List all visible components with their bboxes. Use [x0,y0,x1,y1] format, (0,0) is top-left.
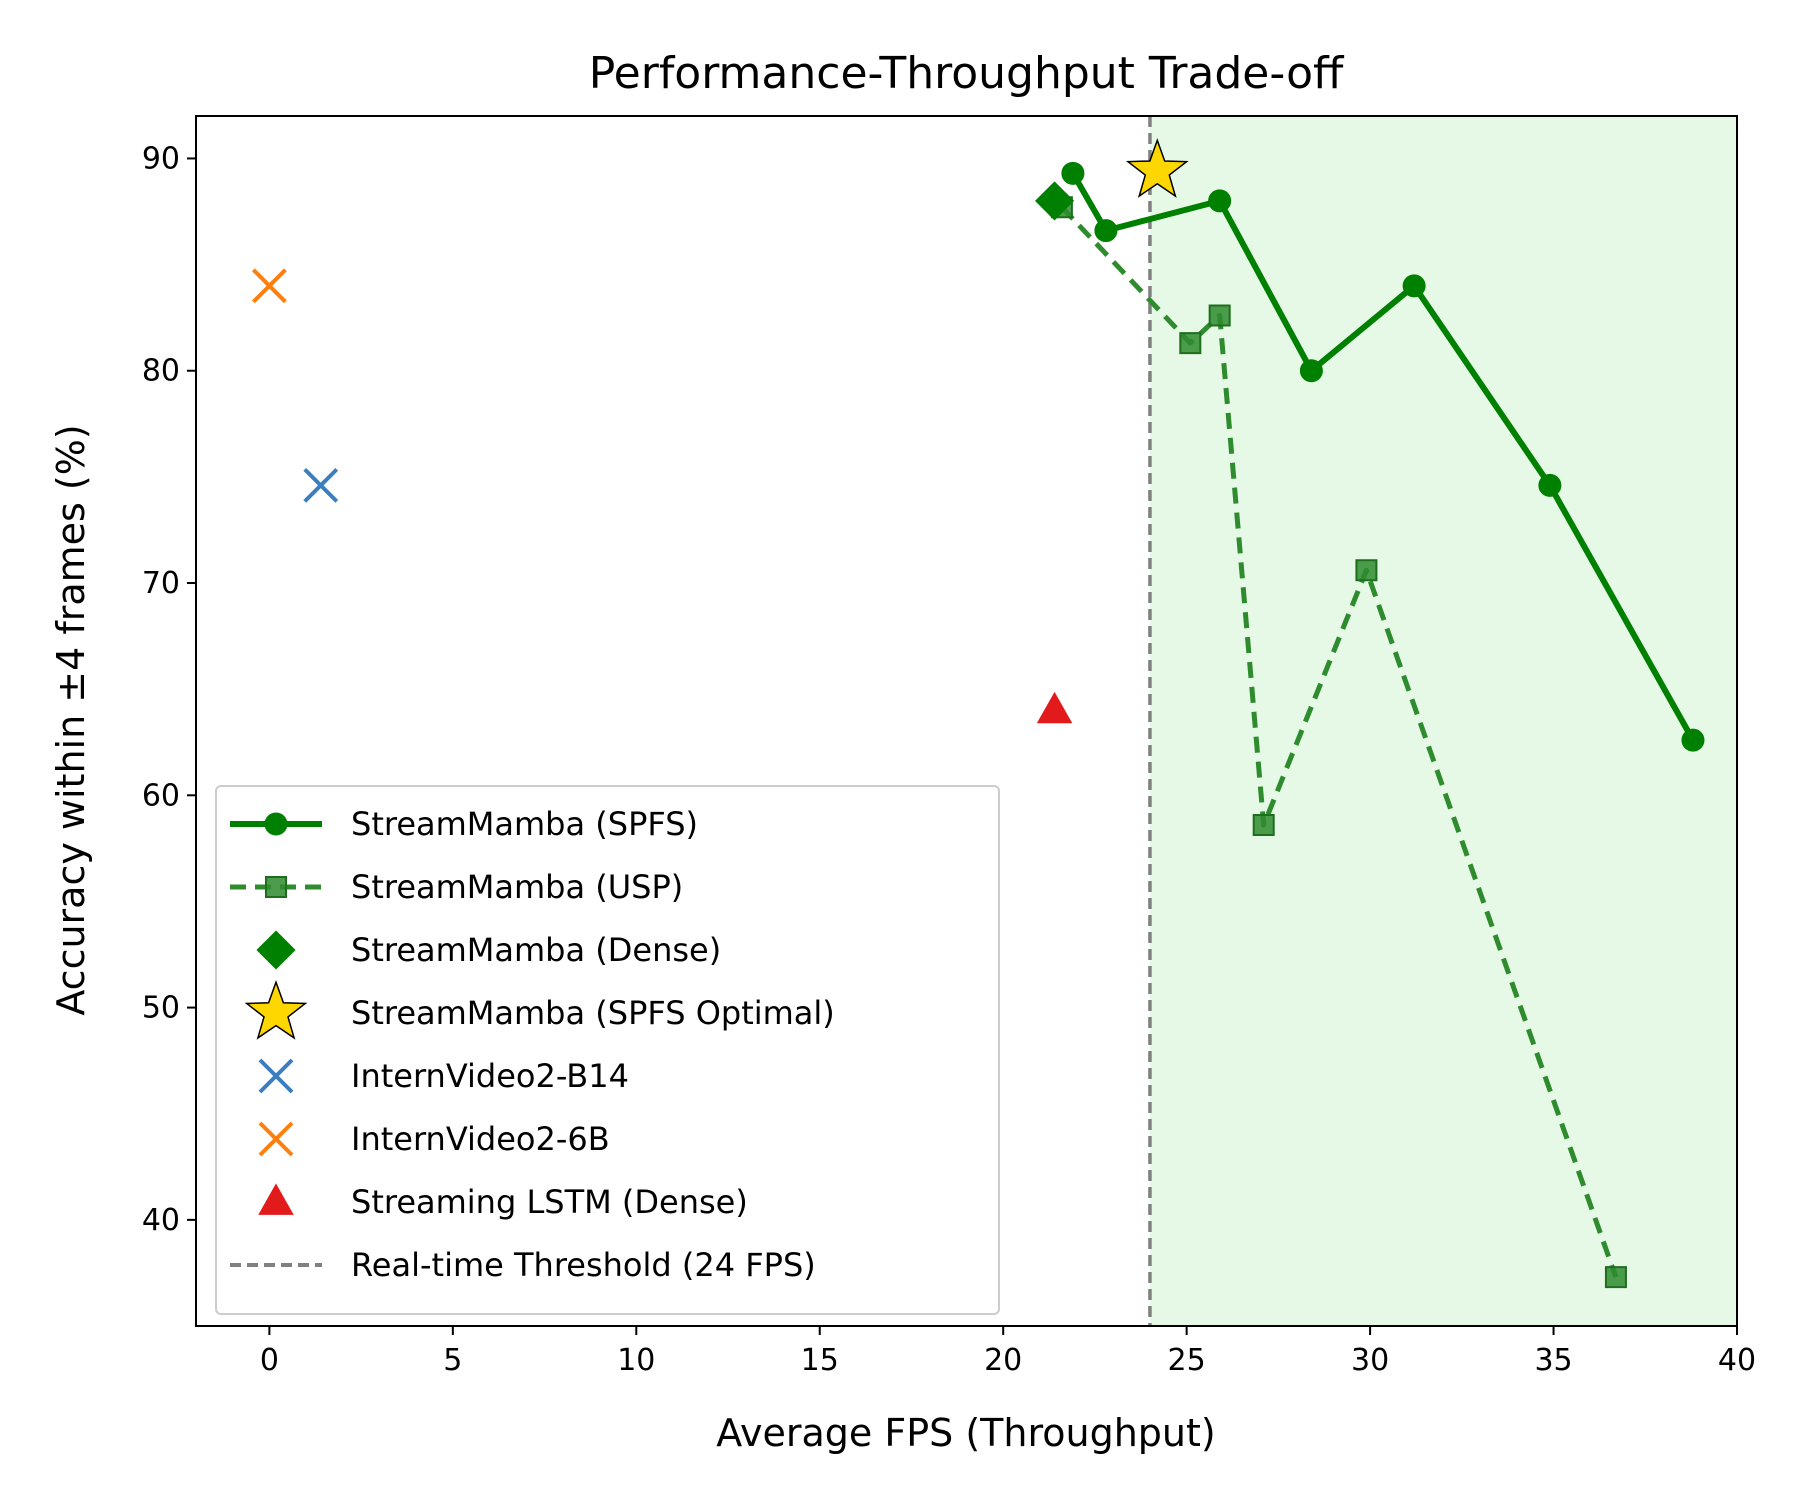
data-point-1-2 [1208,304,1231,327]
legend-label: StreamMamba (SPFS Optimal) [351,994,835,1032]
x-tick-label: 35 [1534,1343,1572,1378]
y-tick-label: 50 [142,991,180,1026]
data-point-6-0 [1036,691,1073,724]
plot-frame [195,115,1738,1327]
data-point-0-5 [1538,473,1562,497]
data-point-0-1 [1094,219,1118,243]
axes: 0 5 10 15 20 25 30 35 40 40 50 60 70 80 90 [142,115,1756,1378]
legend-label: Real-time Threshold (24 FPS) [351,1246,816,1284]
x-tick-label: 20 [984,1343,1022,1378]
series-2 [1035,181,1075,221]
data-point-1-5 [1604,1266,1627,1289]
series-0 [1061,161,1705,752]
data-point-0-0 [1061,161,1085,185]
legend-label: StreamMamba (Dense) [351,931,721,969]
legend-marker [258,1058,294,1094]
x-axis-label: Average FPS (Throughput) [716,1411,1215,1455]
series-5 [251,268,287,304]
x-tick-label: 30 [1351,1343,1389,1378]
legend-item-6: Streaming LSTM (Dense) [258,1183,748,1221]
legend-label: StreamMamba (USP) [351,868,683,906]
data-point-1-1 [1179,332,1202,355]
legend-marker [244,979,308,1040]
legend-item-3: StreamMamba (SPFS Optimal) [244,979,835,1040]
legend-label: StreamMamba (SPFS) [351,805,698,843]
data-point-3-0 [1125,138,1189,198]
legend-item-1: StreamMamba (USP) [230,868,683,906]
x-tick-label: 15 [801,1343,839,1378]
x-tick-label: 40 [1718,1343,1756,1378]
data-point-0-2 [1208,189,1232,213]
legend-label: Streaming LSTM (Dense) [351,1183,748,1221]
data-point-1-4 [1355,559,1378,582]
series-line-1 [1060,205,1619,1279]
series-3 [1125,138,1189,198]
plot-area [1149,116,1737,1326]
chart-title: Performance-Throughput Trade-off [589,48,1345,99]
y-tick-label: 40 [142,1203,180,1238]
legend-marker [256,930,296,970]
series-6 [1036,691,1073,724]
series-4 [303,467,339,503]
x-tick-label: 0 [260,1343,279,1378]
data-marks [251,116,1705,1326]
legend-label: InternVideo2-B14 [351,1057,629,1095]
legend: StreamMamba (SPFS) StreamMamba (USP) Strea… [215,785,1000,1315]
x-tick-label: 5 [443,1343,462,1378]
y-tick-label: 80 [142,354,180,389]
legend-item-7: Real-time Threshold (24 FPS) [230,1246,816,1284]
legend-item-5: InternVideo2-6B [258,1120,610,1158]
legend-item-0: StreamMamba (SPFS) [230,805,698,843]
data-point-4-0 [303,467,339,503]
legend-marker [258,1121,294,1157]
data-point-0-4 [1402,274,1426,298]
x-tick-label: 25 [1168,1343,1206,1378]
y-tick-label: 70 [142,566,180,601]
data-point-0-6 [1681,728,1705,752]
data-point-2-0 [1035,181,1075,221]
legend-item-4: InternVideo2-B14 [258,1057,629,1095]
data-point-1-3 [1252,814,1275,837]
legend-box [215,785,1000,1315]
legend-marker [258,1183,294,1215]
realtime-region [1149,116,1737,1326]
data-point-5-0 [251,268,287,304]
data-point-0-3 [1299,359,1323,383]
legend-marker [265,876,287,898]
legend-label: InternVideo2-6B [351,1120,610,1158]
legend-item-2: StreamMamba (Dense) [256,930,721,970]
x-tick-label: 10 [617,1343,655,1378]
legend-marker [264,812,288,836]
y-tick-label: 60 [142,778,180,813]
y-tick-label: 90 [142,141,180,176]
y-axis-label: Accuracy within ±4 frames (%) [49,424,93,1015]
